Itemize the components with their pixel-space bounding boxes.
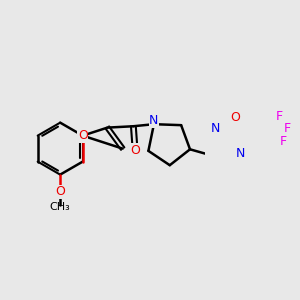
Text: N: N bbox=[236, 147, 246, 160]
Text: O: O bbox=[55, 185, 65, 198]
Text: F: F bbox=[279, 135, 286, 148]
Text: F: F bbox=[283, 122, 290, 134]
Text: F: F bbox=[275, 110, 282, 123]
Text: O: O bbox=[130, 144, 140, 157]
Text: CH₃: CH₃ bbox=[50, 202, 70, 212]
Text: O: O bbox=[78, 129, 88, 142]
Text: N: N bbox=[210, 122, 220, 134]
Text: O: O bbox=[230, 111, 240, 124]
Text: N: N bbox=[149, 114, 159, 127]
